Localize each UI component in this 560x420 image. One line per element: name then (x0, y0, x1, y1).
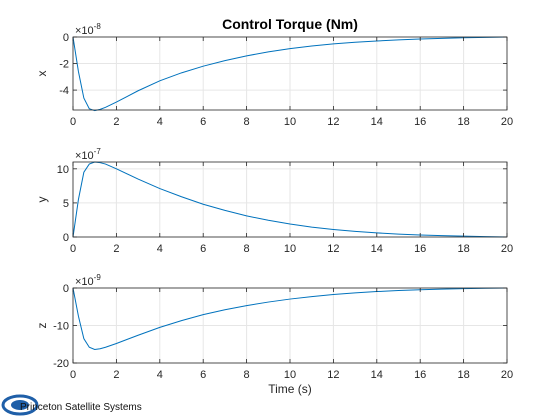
y-tick-label: 0 (63, 283, 69, 295)
series-line-x (72, 36, 508, 112)
x-tick-label: 4 (157, 369, 163, 381)
x-tick-label: 20 (501, 243, 513, 255)
logo-text: Princeton Satellite Systems (20, 402, 142, 413)
x-tick-label: 20 (501, 116, 513, 128)
x-axis-label: Time (s) (268, 382, 312, 396)
axes-container: 0 2 4 6 8 10 12 14 16 18 20-4-20x×10-80 2 4 6 8 10 12 14 1… (35, 22, 513, 396)
x-tick-label: 4 (157, 243, 163, 255)
chart-title: Control Torque (Nm) (222, 16, 358, 32)
x-tick-label: 10 (284, 116, 296, 128)
x-tick-label: 10 (284, 243, 296, 255)
logo: Princeton Satellite Systems (1, 394, 142, 416)
x-tick-label: 12 (327, 243, 339, 255)
y-tick-label: 0 (63, 32, 69, 44)
x-tick-label: 18 (457, 116, 469, 128)
x-tick-label: 14 (371, 369, 383, 381)
subplot-z: 0 2 4 6 8 10 12 14 16 18 20 -20 -10 0 z ×10-9 Time (s) (35, 273, 513, 396)
x-tick-label: 16 (414, 369, 426, 381)
x-tick-label: 6 (200, 369, 206, 381)
y-tick-label: -2 (59, 59, 69, 71)
x-tick-label: 18 (457, 369, 469, 381)
x-tick-label: 14 (371, 243, 383, 255)
satellite-logo-icon (1, 394, 39, 416)
x-tick-label: 2 (113, 116, 119, 128)
x-tick-label: 16 (414, 116, 426, 128)
x-tick-label: 8 (244, 116, 250, 128)
x-tick-label: 20 (501, 369, 513, 381)
x-tick-label: 0 (70, 243, 76, 255)
x-tick-label: 0 (70, 369, 76, 381)
y-tick-label: 0 (63, 232, 69, 244)
y-axis-label: y (35, 197, 49, 203)
exponent-label: ×10-7 (75, 147, 101, 162)
x-tick-label: 4 (157, 116, 163, 128)
series-line-z (72, 287, 508, 351)
x-tick-label: 10 (284, 369, 296, 381)
x-tick-label: 8 (244, 243, 250, 255)
y-tick-label: 10 (57, 164, 69, 176)
x-tick-label: 8 (244, 369, 250, 381)
y-axis-label: x (35, 71, 49, 77)
y-tick-label: 5 (63, 198, 69, 210)
x-tick-label: 12 (327, 116, 339, 128)
y-tick-label: -4 (59, 85, 69, 97)
x-tick-label: 6 (200, 243, 206, 255)
x-tick-label: 6 (200, 116, 206, 128)
subplot-x: 0 2 4 6 8 10 12 14 16 18 20 -4 -2 0 x ×10-8 (35, 22, 513, 128)
x-tick-label: 12 (327, 369, 339, 381)
x-tick-label: 16 (414, 243, 426, 255)
x-tick-label: 2 (113, 243, 119, 255)
x-tick-label: 2 (113, 369, 119, 381)
x-tick-label: 14 (371, 116, 383, 128)
x-tick-label: 0 (70, 116, 76, 128)
y-tick-label: -10 (53, 321, 69, 333)
exponent-label: ×10-9 (75, 273, 101, 288)
subplot-y: 0 2 4 6 8 10 12 14 16 18 20 0 5 10 y ×10-7 (35, 147, 513, 255)
exponent-label: ×10-8 (75, 22, 101, 37)
y-axis-label: z (35, 323, 49, 329)
y-tick-label: -20 (53, 358, 69, 370)
x-tick-label: 18 (457, 243, 469, 255)
